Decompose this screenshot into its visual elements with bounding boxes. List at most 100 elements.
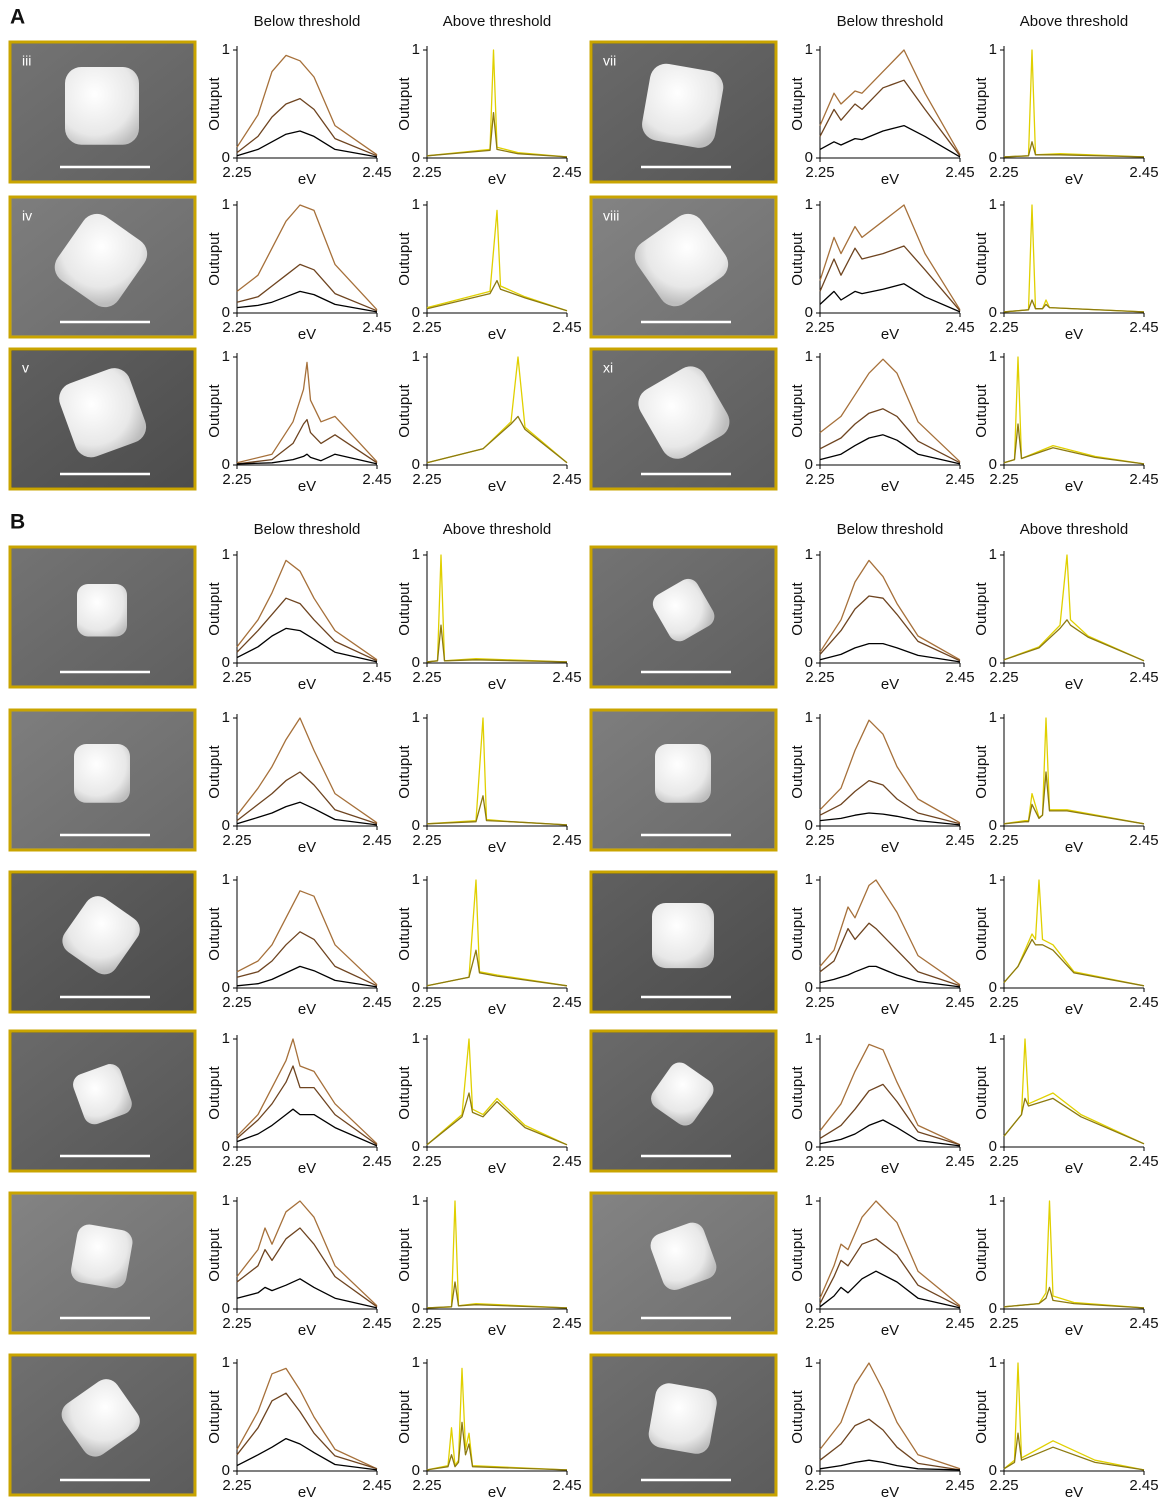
y-axis-label: Outuput <box>206 744 223 798</box>
y-axis-label: Outuput <box>789 231 806 285</box>
image-tag: viii <box>603 208 619 224</box>
y-tick-label: 0 <box>412 456 420 473</box>
y-tick-label: 1 <box>989 41 997 58</box>
y-axis-label: Outuput <box>789 906 806 960</box>
y-axis-label: Outuput <box>206 383 223 437</box>
spectrum-line <box>819 642 961 663</box>
image-tag: iv <box>22 208 32 224</box>
spectrum-line <box>236 130 378 158</box>
y-axis-label: Outuput <box>973 231 990 285</box>
spectrum-chart: 0 1 2.25 2.45 eV Outuput <box>206 709 392 856</box>
y-axis-label: Outuput <box>396 744 413 798</box>
x-tick-label: 2.45 <box>945 1477 974 1494</box>
y-tick-label: 1 <box>989 1354 997 1371</box>
spectrum-line <box>1003 141 1145 158</box>
y-tick-label: 0 <box>222 1462 230 1479</box>
spectrum-line <box>236 597 378 662</box>
x-tick-label: 2.25 <box>989 994 1018 1011</box>
y-axis-label: Outuput <box>789 744 806 798</box>
x-axis-label: eV <box>881 1322 899 1339</box>
spectrum-line <box>819 559 961 661</box>
y-axis-label: Outuput <box>789 76 806 130</box>
spectrum-chart: 0 1 2.25 2.45 eV Outuput <box>973 546 1158 693</box>
spectrum-chart: 0 1 2.25 2.45 eV Outuput <box>206 546 392 693</box>
x-tick-label: 2.25 <box>805 1315 834 1332</box>
spectrum-line <box>819 1418 961 1471</box>
spectrum-line <box>426 717 568 826</box>
y-axis-label: Outuput <box>973 383 990 437</box>
spectrum-line <box>1003 554 1145 662</box>
spectrum-line <box>1003 619 1145 662</box>
x-tick-label: 2.45 <box>1129 994 1158 1011</box>
spectrum-line <box>236 771 378 825</box>
spectrum-line <box>236 263 378 312</box>
spectrum-line <box>1003 1362 1145 1471</box>
y-tick-label: 1 <box>412 41 420 58</box>
y-tick-label: 0 <box>805 149 813 166</box>
spectrum-line <box>236 890 378 986</box>
x-axis-label: eV <box>1065 171 1083 188</box>
y-axis-label: Outuput <box>396 1389 413 1443</box>
x-tick-label: 2.45 <box>945 164 974 181</box>
x-tick-label: 2.45 <box>1129 471 1158 488</box>
spectrum-chart: 0 1 2.25 2.45 eV Outuput <box>789 41 975 188</box>
spectrum-line <box>1003 49 1145 158</box>
spectrum-chart: 0 1 2.25 2.45 eV Outuput <box>206 871 392 1018</box>
spectrum-line <box>819 1238 961 1308</box>
spectrum-chart: 0 1 2.25 2.45 eV Outuput <box>789 1354 975 1500</box>
spectrum-line <box>1003 879 1145 987</box>
y-tick-label: 1 <box>989 1030 997 1047</box>
spectrum-line <box>819 1270 961 1309</box>
spectrum-line <box>236 1038 378 1145</box>
spectrum-line <box>426 1092 568 1146</box>
y-tick-label: 1 <box>412 196 420 213</box>
y-tick-label: 0 <box>222 1138 230 1155</box>
spectrum-chart: 0 1 2.25 2.45 eV Outuput <box>789 546 975 693</box>
x-tick-label: 2.45 <box>362 1153 391 1170</box>
y-axis-label: Outuput <box>973 76 990 130</box>
y-tick-label: 0 <box>222 149 230 166</box>
panel-label: B <box>10 511 25 534</box>
spectrum-chart: 0 1 2.25 2.45 eV Outuput <box>396 196 582 343</box>
spectrum-line <box>426 415 568 464</box>
spectrum-chart: 0 1 2.25 2.45 eV Outuput <box>396 546 582 693</box>
x-axis-label: eV <box>488 171 506 188</box>
spectrum-chart: 0 1 2.25 2.45 eV Outuput <box>973 41 1158 188</box>
spectrum-chart: 0 1 2.25 2.45 eV Outuput <box>973 871 1158 1018</box>
x-tick-label: 2.25 <box>805 832 834 849</box>
y-tick-label: 1 <box>412 1030 420 1047</box>
y-tick-label: 0 <box>412 817 420 834</box>
y-tick-label: 0 <box>222 304 230 321</box>
spectrum-chart: 0 1 2.25 2.45 eV Outuput <box>973 1192 1158 1339</box>
spectrum-chart: 0 1 2.25 2.45 eV Outuput <box>789 1192 975 1339</box>
y-axis-label: Outuput <box>396 581 413 635</box>
spectrum-chart: 0 1 2.25 2.45 eV Outuput <box>789 709 975 856</box>
x-axis-label: eV <box>1065 839 1083 856</box>
y-axis-label: Outuput <box>973 1065 990 1119</box>
x-tick-label: 2.25 <box>989 471 1018 488</box>
x-tick-label: 2.45 <box>362 1315 391 1332</box>
panel-label: A <box>10 6 25 29</box>
crystal <box>638 366 730 459</box>
spectrum-chart: 0 1 2.25 2.45 eV Outuput <box>973 709 1158 856</box>
x-axis-label: eV <box>488 1160 506 1177</box>
spectrum-chart: 0 1 2.25 2.45 eV Outuput <box>789 1030 975 1177</box>
x-tick-label: 2.25 <box>989 1477 1018 1494</box>
y-tick-label: 1 <box>805 348 813 365</box>
x-axis-label: eV <box>881 326 899 343</box>
spectrum-line <box>426 554 568 663</box>
spectrum-line <box>819 283 961 313</box>
x-tick-label: 2.45 <box>552 1153 581 1170</box>
x-axis-label: eV <box>881 1001 899 1018</box>
y-tick-label: 1 <box>222 1030 230 1047</box>
y-axis-label: Outuput <box>789 581 806 635</box>
y-tick-label: 0 <box>989 654 997 671</box>
x-tick-label: 2.25 <box>412 832 441 849</box>
spectrum-line <box>819 879 961 986</box>
y-axis-label: Outuput <box>396 76 413 130</box>
y-axis-label: Outuput <box>396 906 413 960</box>
spectrum-line <box>1003 423 1145 465</box>
y-tick-label: 1 <box>222 196 230 213</box>
x-axis-label: eV <box>881 478 899 495</box>
x-tick-label: 2.25 <box>989 319 1018 336</box>
